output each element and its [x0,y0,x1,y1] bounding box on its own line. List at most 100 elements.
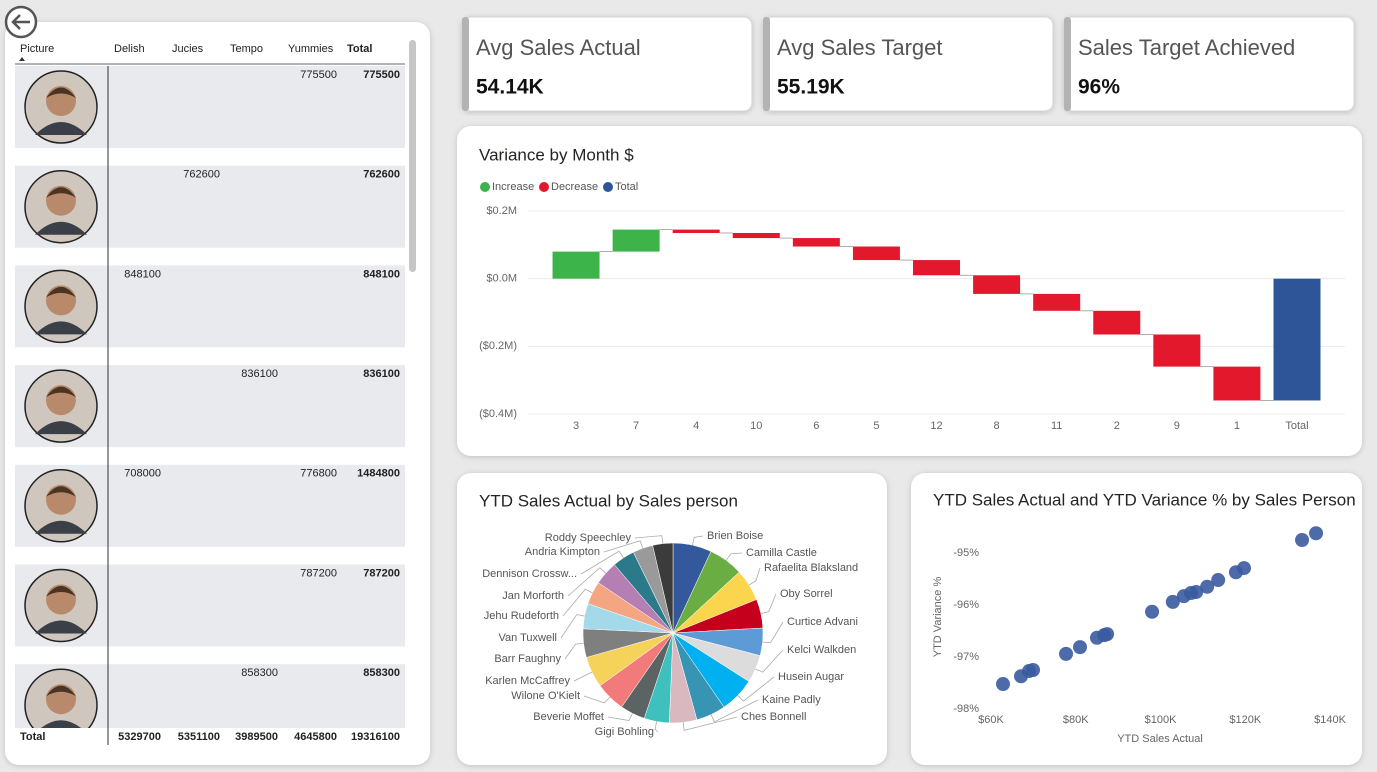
card-value: 54.14K [476,76,544,99]
scrollbar[interactable] [409,40,416,272]
cell-value: 1484800 [357,468,400,480]
slice-label: Barr Faughny [494,653,561,665]
leader-line [748,567,761,586]
total-value: 3989500 [235,731,278,743]
card-accent [763,17,770,111]
scatter-point [1309,526,1324,541]
leader-line [760,593,777,614]
avatar-body [35,321,87,335]
scatter-point [996,677,1011,692]
leader-line [560,614,585,639]
slice-label: Curtice Advani [787,616,858,628]
slice-label: Oby Sorrel [780,588,833,600]
total-value: 5329700 [118,731,161,743]
bar [1093,310,1141,335]
avatar-hair [46,586,76,597]
y-tick-label: -97% [953,651,979,663]
cell-value: 836100 [363,368,400,380]
slice-label: Andria Kimpton [525,546,600,558]
slice-label: Van Tuxwell [499,632,558,644]
cell-value: 775500 [300,69,337,81]
legend-marker [480,182,490,192]
leader-line [607,713,633,721]
leader-line [583,695,611,704]
x-tick-label: 10 [750,420,762,432]
leader-line [710,699,759,723]
column-header: Jucies [172,43,204,55]
scatter-point [1059,646,1074,661]
chart-title: Variance by Month $ [479,145,634,164]
column-header: Picture [20,43,54,55]
leader-line [580,550,624,575]
scatter-point [1026,663,1041,677]
slice-label: Dennison Crossw... [482,568,577,580]
legend-marker [539,182,549,192]
scatter-point [1237,561,1252,576]
slice-label: Camilla Castle [746,547,817,559]
cell-value: 787200 [363,567,400,579]
leader-line [755,649,784,673]
card-value: 55.19K [777,76,845,99]
bar [1153,334,1201,367]
avatar-hair [46,486,76,497]
x-tick-label: $100K [1145,714,1177,726]
scatter-panel [911,473,1362,765]
avatar-hair [46,386,76,398]
bar [1213,366,1261,401]
x-tick-label: 7 [633,420,639,432]
slice-label: Brien Boise [707,530,763,542]
chart-title: YTD Sales Actual by Sales person [479,491,738,510]
column-header: Yummies [288,43,334,55]
leader-line [567,567,607,597]
cell-value: 848100 [124,268,161,280]
slice-label: Husein Augar [778,671,844,683]
slice-label: Gigi Bohling [595,726,654,738]
cell-value: 775500 [363,69,400,81]
cell-value: 836100 [241,368,278,380]
card-title: Avg Sales Target [777,35,943,60]
x-tick-label: 11 [1051,420,1062,432]
avatar-body [35,122,87,135]
total-value: 19316100 [351,731,400,743]
back-arrow[interactable] [11,14,30,30]
back-button[interactable] [4,5,38,39]
leader-line [654,721,659,733]
leader-line [634,535,664,544]
slice-label: Roddy Speechley [545,532,632,544]
leader-line [564,642,584,660]
bar [973,275,1021,294]
total-value: 5351100 [178,731,220,743]
slice-label: Kelci Walkden [787,644,856,656]
x-tick-label: $80K [1063,714,1089,726]
cell-value: 787200 [300,567,337,579]
bar [852,246,900,261]
sort-arrow[interactable] [19,57,25,61]
leader-line [692,535,704,546]
y-tick-label: -95% [953,547,979,559]
card-accent [1064,17,1071,111]
cell-value: 776800 [300,468,337,480]
y-axis-label: YTD Variance % [932,577,944,658]
slice-label: Jehu Rudeforth [484,610,559,622]
x-tick-label: 1 [1234,420,1240,432]
x-tick-label: 3 [573,420,579,432]
slice-label: Rafaelita Blaksland [764,562,858,574]
scatter-point [1295,533,1310,547]
card-title: Avg Sales Actual [476,35,641,60]
x-tick-label: 2 [1114,420,1120,432]
avatar-hair [46,685,76,697]
slice-label: Ches Bonnell [741,711,806,723]
card-title: Sales Target Achieved [1078,35,1295,60]
slice-label: Beverie Moffet [533,711,604,723]
scatter-point [1200,579,1215,594]
y-tick-label: -96% [953,599,979,611]
column-header: Delish [114,43,145,55]
waterfall-panel [457,126,1362,456]
slice-label: Wilone O'Kielt [511,690,580,702]
scatter-point [1145,604,1160,619]
leader-line [573,671,593,682]
leader-line [603,540,644,553]
x-tick-label: 8 [994,420,1000,432]
bar [732,232,780,239]
